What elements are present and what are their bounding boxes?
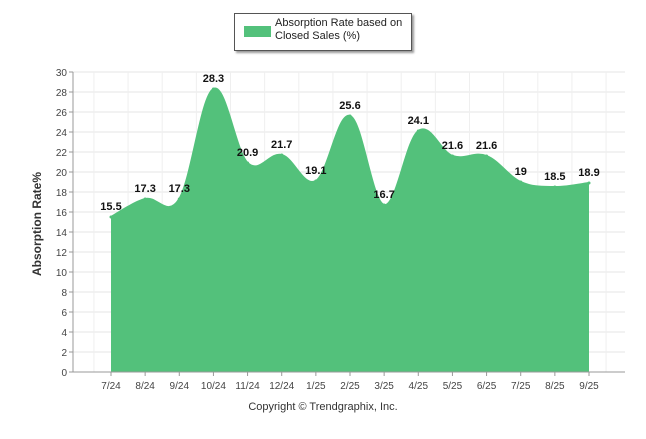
y-tick-label: 26	[56, 108, 68, 119]
x-tick-label: 2/25	[340, 381, 360, 392]
y-tick-label: 22	[56, 148, 68, 159]
y-tick-label: 18	[56, 188, 68, 199]
data-label: 25.6	[339, 100, 360, 112]
data-point	[450, 154, 454, 158]
data-point	[587, 181, 591, 185]
x-tick-label: 9/25	[579, 381, 599, 392]
data-point	[177, 197, 181, 201]
x-tick-label: 3/25	[374, 381, 394, 392]
y-tick-label: 16	[56, 208, 68, 219]
data-label: 20.9	[237, 147, 258, 159]
y-tick-label: 28	[56, 88, 68, 99]
x-tick-label: 11/24	[235, 381, 260, 392]
data-point	[246, 161, 250, 165]
data-label: 21.6	[476, 140, 497, 152]
data-labels: 15.5 17.3 17.3 28.3 20.9 21.7 19.1 25.6 16.7 24.1…	[100, 73, 599, 213]
x-tick-label: 9/24	[170, 381, 190, 392]
data-label: 19.1	[305, 165, 326, 177]
y-tick-label: 20	[56, 168, 68, 179]
x-tick-label: 7/25	[511, 381, 531, 392]
area-series	[109, 87, 591, 372]
data-point	[519, 180, 523, 184]
data-point	[382, 203, 386, 207]
data-point	[109, 215, 113, 219]
y-tick-label: 6	[61, 308, 67, 319]
x-tick-label: 5/25	[443, 381, 463, 392]
y-tick-label: 30	[56, 68, 68, 79]
data-label: 17.3	[134, 183, 155, 195]
legend-swatch	[244, 26, 271, 37]
data-point	[143, 197, 147, 201]
y-tick-label: 14	[56, 228, 68, 239]
y-tick-label: 24	[56, 128, 68, 139]
x-tick-label: 4/25	[409, 381, 429, 392]
data-label: 18.5	[544, 171, 565, 183]
x-tick-label: 6/25	[477, 381, 497, 392]
area-fill	[111, 88, 589, 372]
data-label: 21.7	[271, 139, 292, 151]
x-tick-label: 8/24	[135, 381, 155, 392]
data-label: 28.3	[203, 73, 224, 85]
data-point	[416, 129, 420, 133]
data-label: 18.9	[578, 167, 599, 179]
x-tick-label: 12/24	[269, 381, 294, 392]
data-point	[211, 87, 215, 91]
data-label: 24.1	[408, 115, 429, 127]
y-tick-label: 8	[61, 288, 67, 299]
y-axis-label: Absorption Rate%	[30, 172, 44, 276]
data-label: 17.3	[169, 183, 190, 195]
data-point	[348, 114, 352, 118]
data-point	[280, 153, 284, 157]
y-tick-label: 4	[61, 328, 67, 339]
data-point	[553, 185, 557, 189]
data-label: 21.6	[442, 140, 463, 152]
x-tick-label: 10/24	[201, 381, 226, 392]
x-tick-label: 7/24	[101, 381, 121, 392]
data-point	[485, 154, 489, 158]
y-tick-label: 12	[56, 248, 68, 259]
legend-label: Absorption Rate based on Closed Sales (%…	[275, 17, 403, 42]
x-tick-label: 8/25	[545, 381, 565, 392]
copyright-text: Copyright © Trendgraphix, Inc.	[248, 401, 398, 413]
y-tick-label: 2	[61, 348, 67, 359]
area-line	[110, 87, 590, 218]
data-point	[314, 179, 318, 183]
legend[interactable]: Absorption Rate based on Closed Sales (%…	[234, 13, 412, 51]
x-tick-label: 1/25	[306, 381, 326, 392]
data-label: 19	[515, 166, 527, 178]
data-label: 15.5	[100, 201, 121, 213]
y-tick-label: 0	[61, 368, 67, 379]
data-label: 16.7	[373, 189, 394, 201]
y-tick-label: 10	[56, 268, 68, 279]
